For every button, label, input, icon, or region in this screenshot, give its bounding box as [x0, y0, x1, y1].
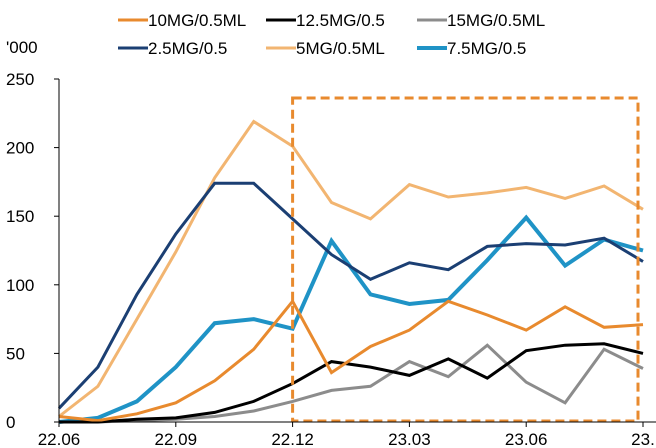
- legend-label: 7.5MG/0.5: [447, 39, 526, 58]
- legend-label: 10MG/0.5ML: [148, 11, 246, 30]
- y-tick-label: 200: [6, 139, 34, 158]
- series-line-2-5mg-0-5: [57, 181, 644, 410]
- y-tick-label: 50: [6, 344, 25, 363]
- legend-label: 2.5MG/0.5: [148, 39, 227, 58]
- y-tick-label: 100: [6, 276, 34, 295]
- x-axis-ticks: 22.06 22.09 22.12 23.03 23.06 23.: [38, 422, 655, 448]
- x-tick-label: 23.06: [505, 430, 548, 448]
- legend-item-7-5mg-0-5: 7.5MG/0.5: [417, 39, 526, 58]
- y-tick-label: 250: [6, 70, 34, 89]
- y-axis-unit-label: '000: [6, 38, 38, 57]
- legend-label: 15MG/0.5ML: [447, 11, 545, 30]
- series-line-7-5mg-0-5: [58, 214, 644, 424]
- y-tick-label: 0: [6, 413, 15, 432]
- y-tick-label: 150: [6, 207, 34, 226]
- x-tick-label: 23.: [631, 430, 655, 448]
- series-line-10mg-0-5ml: [58, 298, 644, 423]
- legend-item-12-5mg-0-5: 12.5MG/0.5: [266, 11, 385, 30]
- legend-label: 5MG/0.5ML: [296, 39, 385, 58]
- x-tick-label: 23.03: [388, 430, 431, 448]
- x-tick-label: 22.09: [155, 430, 198, 448]
- legend-item-5mg-0-5ml: 5MG/0.5ML: [266, 39, 385, 58]
- x-tick-label: 22.12: [271, 430, 314, 448]
- legend-item-2-5mg-0-5: 2.5MG/0.5: [118, 39, 227, 58]
- legend-label: 12.5MG/0.5: [296, 11, 385, 30]
- chart-legend: 10MG/0.5ML 12.5MG/0.5 15MG/0.5ML 2.5MG/0.5 5…: [118, 11, 545, 58]
- series-line-12-5mg-0-5: [59, 342, 644, 424]
- legend-item-10mg-0-5ml: 10MG/0.5ML: [118, 11, 246, 30]
- series-line-5mg-0-5ml: [58, 119, 644, 418]
- y-axis-ticks: 0 50 100 150 200 250: [6, 70, 59, 432]
- legend-item-15mg-0-5ml: 15MG/0.5ML: [417, 11, 545, 30]
- series-lines: [57, 119, 644, 424]
- highlight-box: [291, 96, 640, 423]
- x-tick-label: 22.06: [38, 430, 81, 448]
